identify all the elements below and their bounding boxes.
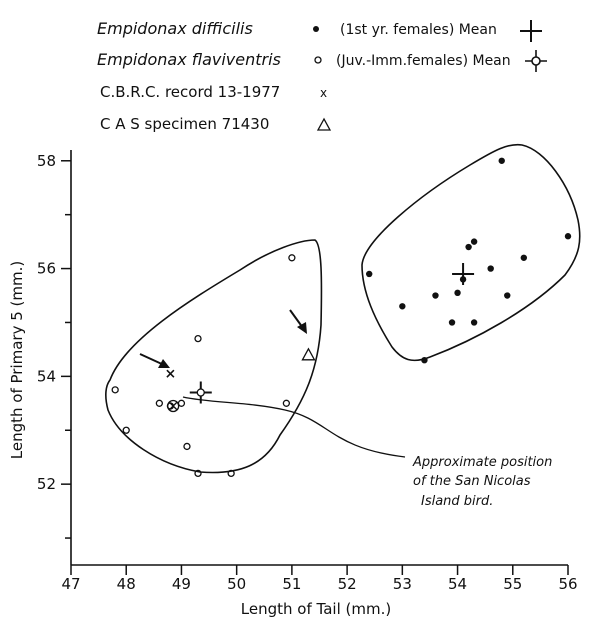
difficilis-point (432, 292, 439, 299)
cas-arrow (289, 309, 307, 334)
y-axis-label: Length of Primary 5 (mm.) (8, 261, 26, 459)
annotation-line-2: of the San Nicolas (413, 474, 531, 489)
y-tick-label: 54 (37, 367, 56, 385)
annotation-line-1: Approximate position (412, 455, 552, 470)
difficilis-point (487, 265, 494, 272)
san-nicolas-bird-marker (167, 399, 180, 413)
flaviventris-point (111, 386, 119, 394)
difficilis-point (366, 270, 373, 278)
y-tick-label: 56 (37, 260, 56, 278)
cas-specimen-point (301, 347, 316, 361)
x-tick-label: 52 (338, 575, 357, 593)
flaviventris-point (194, 469, 202, 478)
flaviventris-cluster-outline (105, 239, 323, 474)
legend-mean-cross-difficilis (520, 20, 542, 42)
x-tick-label: 48 (117, 575, 136, 593)
difficilis-point (421, 356, 428, 364)
difficilis-cluster-outline (361, 143, 581, 362)
x-axis-label: Length of Tail (mm.) (241, 600, 391, 618)
difficilis-point (504, 292, 511, 299)
difficilis-point (465, 243, 472, 251)
y-ticks: 52 54 56 58 (37, 152, 71, 539)
legend-marker-x: x (320, 86, 327, 100)
difficilis-point (454, 289, 461, 297)
annotation-line-3: Island bird. (421, 494, 493, 509)
annotation: Approximate position of the San Nicolas … (412, 455, 552, 509)
legend-entry-cbrc: C.B.R.C. record 13-1977 x (100, 83, 327, 101)
flaviventris-point (227, 469, 235, 478)
legend-species-difficilis: Empidonax difficilis (97, 19, 253, 38)
legend-species-flaviventris: Empidonax flaviventris (97, 50, 281, 69)
x-tick-label: 56 (558, 575, 577, 593)
flaviventris-point (183, 442, 191, 451)
x-tick-label: 50 (227, 575, 246, 593)
difficilis-point (470, 319, 478, 326)
legend-entry-cas: C A S specimen 71430 (100, 115, 332, 133)
legend-note-difficilis: (1st yr. females) Mean (340, 22, 497, 38)
flaviventris-point (177, 399, 186, 407)
difficilis-mean-marker (452, 262, 475, 285)
annotation-leader-line (182, 396, 406, 458)
legend-marker-open-circle (314, 56, 322, 64)
x-tick-label: 54 (448, 575, 467, 593)
x-tick-label: 47 (61, 575, 80, 593)
axes (70, 150, 568, 566)
x-tick-label: 49 (172, 575, 191, 593)
cbrc-record-point (166, 369, 175, 378)
data-marks (111, 157, 572, 478)
y-tick-label: 52 (37, 475, 56, 493)
difficilis-point (564, 233, 572, 240)
legend-entry-flaviventris: Empidonax flaviventris (Juv.-Imm.females… (97, 50, 547, 72)
legend-marker-triangle (316, 117, 332, 131)
x-tick-label: 55 (503, 575, 522, 593)
flaviventris-point (288, 254, 296, 262)
cbrc-arrow (139, 353, 170, 368)
x-tick-label: 51 (282, 575, 301, 593)
flaviventris-point (194, 334, 202, 343)
flaviventris-mean-center (196, 388, 205, 397)
flaviventris-point (282, 399, 291, 407)
difficilis-point (498, 157, 505, 164)
flaviventris-point (122, 426, 130, 434)
difficilis-point (520, 254, 528, 261)
legend-label-cas: C A S specimen 71430 (100, 115, 269, 133)
flaviventris-point (155, 399, 164, 407)
difficilis-point (448, 319, 456, 326)
legend: Empidonax difficilis (1st yr. females) M… (97, 19, 547, 133)
legend-entry-difficilis: Empidonax difficilis (1st yr. females) M… (97, 19, 542, 42)
legend-mean-cross-flaviventris (525, 50, 547, 72)
x-tick-label: 53 (393, 575, 412, 593)
difficilis-point (470, 238, 478, 245)
x-ticks: 47 48 49 50 51 52 53 54 55 56 (61, 565, 578, 593)
legend-label-cbrc: C.B.R.C. record 13-1977 (100, 83, 280, 101)
legend-marker-filled-circle (313, 26, 319, 32)
difficilis-point (399, 303, 406, 310)
san-nicolas-bird-x (169, 402, 178, 410)
legend-note-flaviventris: (Juv.-Imm.females) Mean (336, 53, 511, 69)
y-tick-label: 58 (37, 152, 56, 170)
